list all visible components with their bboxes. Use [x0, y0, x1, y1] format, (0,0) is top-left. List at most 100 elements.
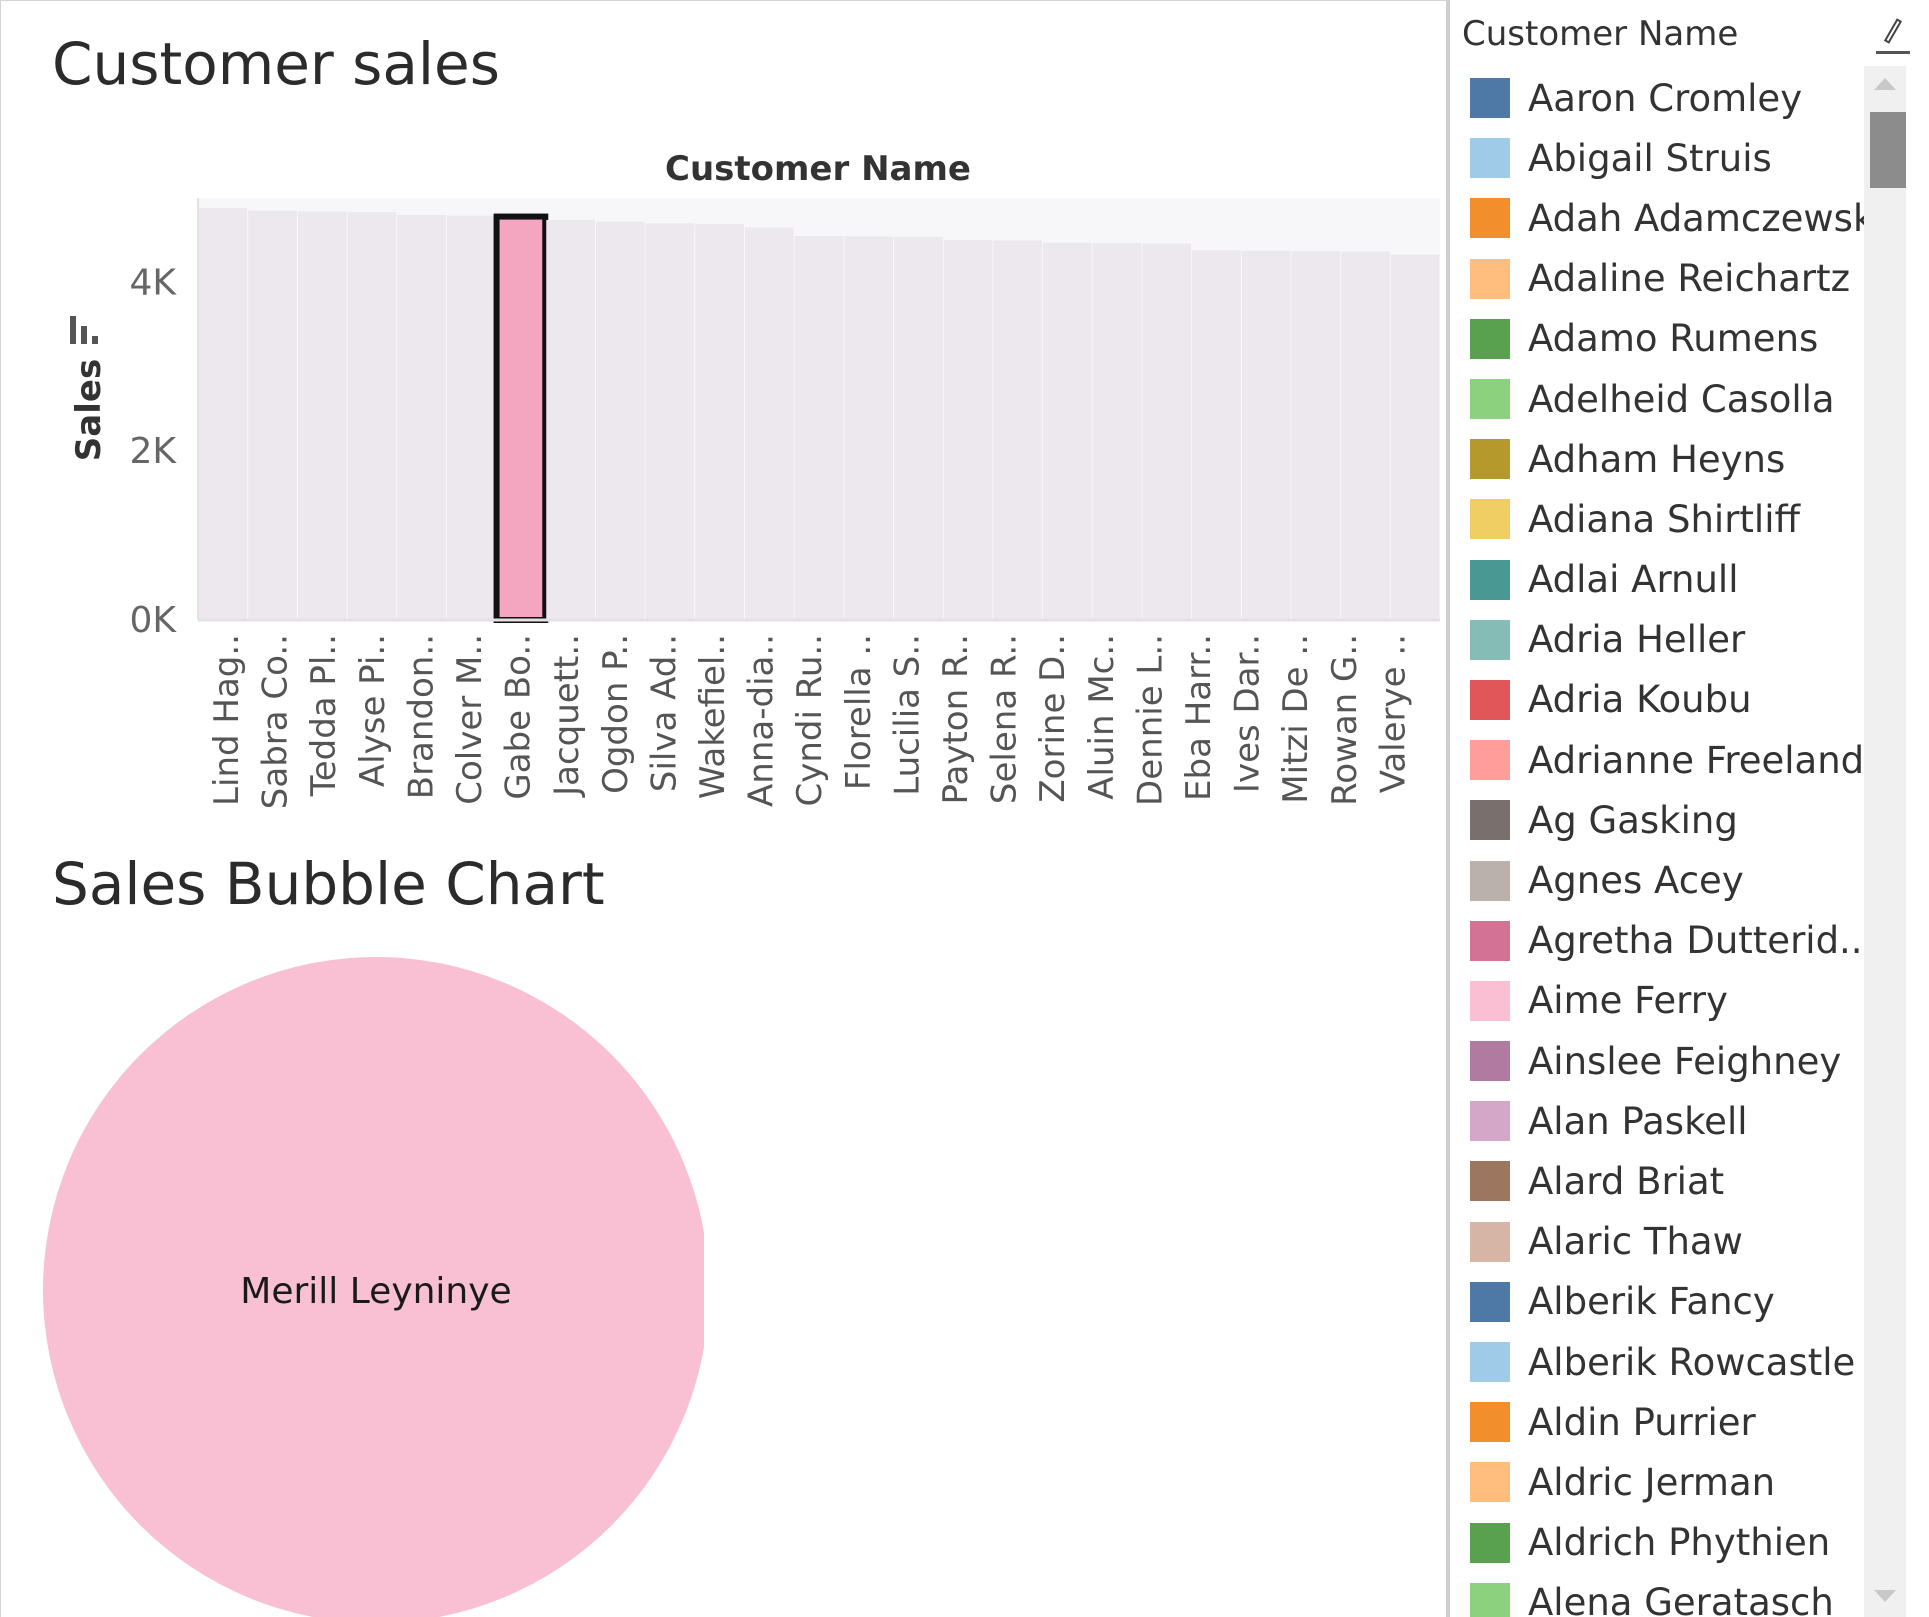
legend-swatch	[1470, 740, 1510, 781]
scroll-down-icon[interactable]	[1874, 1590, 1896, 1602]
bubble[interactable]	[43, 957, 709, 1617]
legend-swatch	[1470, 138, 1510, 179]
legend-item[interactable]: Aime Ferry	[1470, 971, 1870, 1031]
legend-item[interactable]: Alberik Fancy	[1470, 1272, 1870, 1332]
legend-label: Adlai Arnull	[1528, 558, 1739, 602]
legend-swatch	[1470, 439, 1510, 480]
bar[interactable]	[1092, 243, 1142, 621]
legend-item[interactable]: Agnes Acey	[1470, 850, 1870, 910]
x-tick-label: Alyse Pi..	[353, 634, 393, 787]
x-tick-label: Jacquett..	[547, 634, 587, 798]
bar[interactable]	[546, 219, 595, 620]
legend-item[interactable]: Alaric Thaw	[1470, 1212, 1870, 1272]
x-tick-label: Lind Hag..	[207, 634, 247, 806]
bar[interactable]	[744, 227, 794, 621]
legend-scrollbar[interactable]	[1864, 66, 1906, 1617]
legend-swatch	[1470, 679, 1510, 720]
legend-item[interactable]: Adah Adamczewski	[1470, 188, 1885, 248]
legend-item[interactable]: Alan Paskell	[1470, 1091, 1870, 1151]
x-tick-label: Silva Ad..	[644, 634, 684, 792]
legend-label: Aldrich Phythien	[1528, 1521, 1831, 1565]
legend-label: Alberik Rowcastle	[1528, 1340, 1856, 1384]
bar[interactable]	[1241, 250, 1291, 620]
legend-item[interactable]: Aldrich Phythien	[1470, 1513, 1870, 1573]
bar[interactable]	[1142, 243, 1192, 621]
legend-label: Adria Koubu	[1528, 678, 1752, 722]
legend-swatch	[1470, 1101, 1510, 1142]
legend-label: Adham Heyns	[1528, 437, 1786, 481]
legend-item[interactable]: Adria Koubu	[1470, 670, 1870, 730]
legend-label: Aime Ferry	[1528, 979, 1728, 1023]
bar[interactable]	[297, 211, 347, 620]
bar[interactable]	[198, 208, 248, 621]
x-tick-label: Lucilia S..	[887, 634, 927, 796]
bar[interactable]	[595, 221, 645, 620]
legend-item[interactable]: Adlai Arnull	[1470, 550, 1870, 610]
legend-swatch	[1470, 559, 1510, 600]
legend-item[interactable]: Agretha Dutterid..	[1470, 911, 1870, 971]
y-tick-label: 2K	[129, 431, 177, 472]
legend-item[interactable]: Alard Briat	[1470, 1151, 1870, 1211]
legend-item[interactable]: Adiana Shirtliff	[1470, 489, 1870, 549]
legend-item[interactable]: Adrianne Freeland	[1470, 730, 1870, 790]
legend-swatch	[1470, 800, 1510, 841]
legend-item[interactable]: Adaline Reichartz	[1470, 249, 1870, 309]
scroll-up-icon[interactable]	[1874, 78, 1896, 90]
bar[interactable]	[248, 210, 297, 620]
bar[interactable]	[1291, 251, 1341, 620]
x-tick-label: Anna-dia..	[742, 634, 782, 807]
legend-swatch	[1470, 1281, 1510, 1322]
bar[interactable]	[1341, 251, 1390, 620]
x-tick-label: Wakefiel..	[693, 634, 733, 799]
legend-swatch	[1470, 1342, 1510, 1383]
legend-swatch	[1470, 1161, 1510, 1202]
legend-list: Aaron Cromley Abigail Struis Adah Adamczew…	[1470, 68, 1885, 1617]
legend-label: Adaline Reichartz	[1528, 257, 1851, 301]
legend-label: Aaron Cromley	[1528, 76, 1803, 120]
x-tick-label: Dennie L..	[1130, 634, 1170, 806]
x-tick-label: Cyndi Ru..	[790, 634, 830, 807]
bar[interactable]	[645, 223, 695, 620]
bar[interactable]	[347, 212, 397, 620]
legend-item[interactable]: Adria Heller	[1470, 610, 1870, 670]
color-legend: Customer Name Aaron Cromley Abigail Strui…	[1452, 0, 1929, 1617]
legend-item[interactable]: Aldin Purrier	[1470, 1392, 1870, 1452]
x-tick-label: Rowan G..	[1325, 634, 1365, 806]
x-tick-label: Selena R..	[985, 634, 1025, 804]
legend-swatch	[1470, 980, 1510, 1021]
legend-item[interactable]: Adham Heyns	[1470, 429, 1870, 489]
legend-item[interactable]: Ag Gasking	[1470, 790, 1870, 850]
legend-item[interactable]: Ainslee Feighney	[1470, 1031, 1870, 1091]
bar[interactable]	[397, 214, 446, 620]
legend-label: Alard Briat	[1528, 1159, 1725, 1203]
bar[interactable]	[1043, 242, 1092, 620]
legend-item[interactable]: Aaron Cromley	[1470, 68, 1870, 128]
bubble-label: Merill Leyninye	[240, 1271, 511, 1312]
pencil-icon[interactable]	[1876, 16, 1910, 54]
legend-title: Customer Name	[1462, 14, 1739, 54]
legend-swatch	[1470, 1522, 1510, 1563]
legend-item[interactable]: Adamo Rumens	[1470, 309, 1870, 369]
legend-item[interactable]: Alena Geratasch	[1470, 1573, 1870, 1617]
bar[interactable]	[1390, 254, 1440, 620]
legend-swatch	[1470, 1221, 1510, 1262]
bar[interactable]	[695, 224, 744, 620]
scrollbar-thumb[interactable]	[1870, 112, 1906, 188]
legend-swatch	[1470, 920, 1510, 961]
bar-highlighted[interactable]	[493, 213, 549, 623]
legend-item[interactable]: Alberik Rowcastle	[1470, 1332, 1870, 1392]
legend-item[interactable]: Abigail Struis	[1470, 128, 1870, 188]
legend-item[interactable]: Aldric Jerman	[1470, 1452, 1870, 1512]
panel-divider	[1446, 0, 1450, 1617]
legend-item[interactable]: Adelheid Casolla	[1470, 369, 1870, 429]
sort-descending-icon[interactable]	[70, 316, 98, 344]
bar[interactable]	[446, 215, 496, 620]
legend-label: Adria Heller	[1528, 618, 1746, 662]
bar[interactable]	[943, 240, 993, 620]
bar[interactable]	[794, 235, 844, 621]
bar[interactable]	[993, 240, 1043, 620]
bar[interactable]	[1192, 250, 1241, 620]
bar[interactable]	[844, 236, 894, 621]
bar[interactable]	[894, 236, 943, 620]
legend-swatch	[1470, 1402, 1510, 1443]
